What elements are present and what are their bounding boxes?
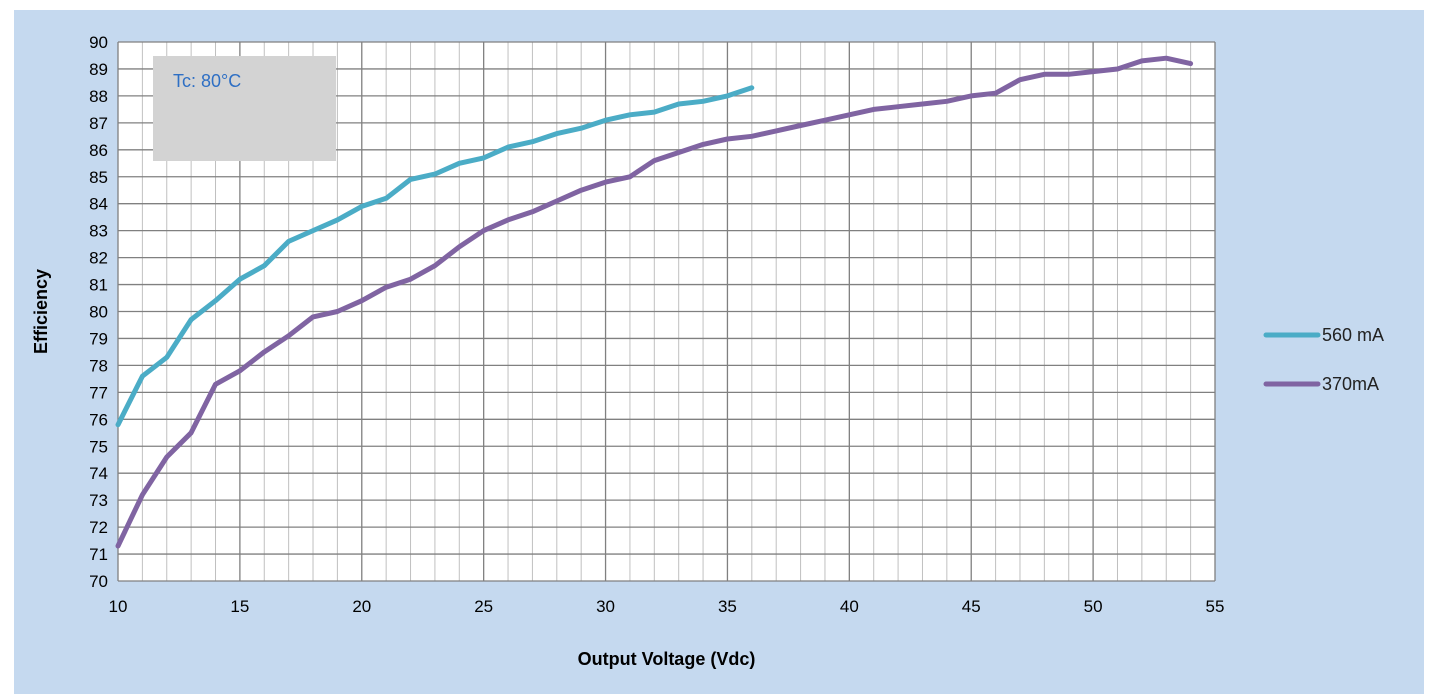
annotation-box: Tc: 80°C <box>153 56 336 161</box>
y-tick-label: 84 <box>89 195 108 214</box>
y-tick-label: 79 <box>89 329 108 348</box>
y-tick-label: 87 <box>89 114 108 133</box>
x-tick-label: 20 <box>352 597 371 616</box>
legend-label: 370mA <box>1322 374 1379 394</box>
legend: 560 mA 370mA <box>1263 325 1384 394</box>
y-tick-label: 86 <box>89 141 108 160</box>
y-tick-label: 78 <box>89 356 108 375</box>
x-axis-title: Output Voltage (Vdc) <box>578 649 756 669</box>
y-tick-labels: 70 71 72 73 74 75 76 77 78 79 80 81 82 83 84 85 86 87 88 89… <box>89 33 108 591</box>
annotation-background <box>153 56 336 161</box>
y-tick-label: 71 <box>89 545 108 564</box>
y-tick-label: 83 <box>89 222 108 241</box>
x-tick-label: 50 <box>1084 597 1103 616</box>
y-tick-label: 70 <box>89 572 108 591</box>
x-tick-label: 35 <box>718 597 737 616</box>
series-line-1 <box>115 85 755 428</box>
x-tick-label: 10 <box>109 597 128 616</box>
y-tick-label: 74 <box>89 464 108 483</box>
y-tick-label: 89 <box>89 60 108 79</box>
y-tick-label: 88 <box>89 87 108 106</box>
x-tick-label: 15 <box>230 597 249 616</box>
x-tick-label: 25 <box>474 597 493 616</box>
x-tick-label: 45 <box>962 597 981 616</box>
series-line-2 <box>115 55 1194 549</box>
y-tick-label: 73 <box>89 491 108 510</box>
y-tick-label: 76 <box>89 410 108 429</box>
x-tick-label: 55 <box>1206 597 1225 616</box>
y-tick-label: 85 <box>89 168 108 187</box>
series-lines <box>115 55 1194 549</box>
x-tick-labels: 10 15 20 25 30 35 40 45 50 55 <box>109 597 1225 616</box>
y-tick-label: 81 <box>89 276 108 295</box>
y-tick-label: 72 <box>89 518 108 537</box>
y-tick-label: 75 <box>89 437 108 456</box>
x-tick-label: 40 <box>840 597 859 616</box>
annotation-label: Tc: 80°C <box>173 71 241 91</box>
y-tick-label: 77 <box>89 383 108 402</box>
x-tick-label: 30 <box>596 597 615 616</box>
y-axis-title: Efficiency <box>31 269 51 354</box>
y-tick-label: 82 <box>89 249 108 268</box>
y-tick-label: 90 <box>89 33 108 52</box>
y-tick-label: 80 <box>89 303 108 322</box>
legend-label: 560 mA <box>1322 325 1384 345</box>
